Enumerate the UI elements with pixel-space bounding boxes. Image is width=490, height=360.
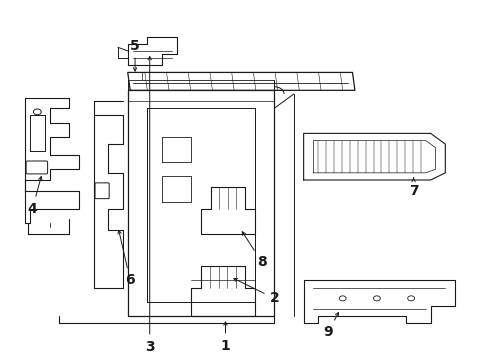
Text: 8: 8 [242, 232, 267, 270]
Text: 9: 9 [323, 312, 339, 339]
Text: 1: 1 [220, 322, 230, 353]
Text: 6: 6 [118, 230, 135, 287]
Text: 4: 4 [27, 176, 42, 216]
Text: 3: 3 [145, 57, 154, 354]
Text: 7: 7 [409, 178, 418, 198]
Text: 2: 2 [234, 279, 279, 305]
Text: 5: 5 [130, 39, 140, 71]
